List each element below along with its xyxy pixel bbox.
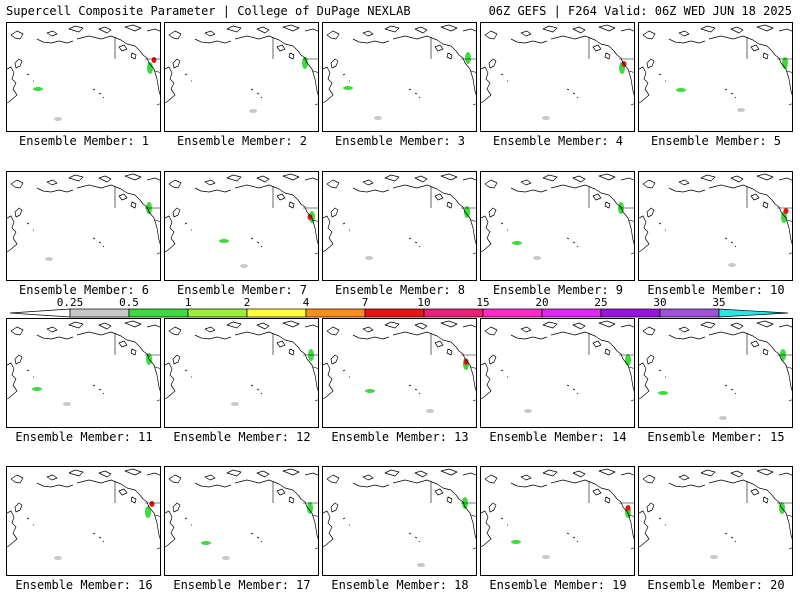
colorbar-segment-5 bbox=[305, 308, 366, 318]
map-panel-member-20 bbox=[638, 466, 793, 576]
member-label-8: Ensemble Member: 8 bbox=[334, 283, 466, 297]
map-panel-member-3 bbox=[322, 22, 477, 132]
colorbar-segment-10 bbox=[600, 308, 661, 318]
map-panel-member-6 bbox=[6, 171, 161, 281]
member-label-14: Ensemble Member: 14 bbox=[489, 430, 627, 444]
member-label-2: Ensemble Member: 2 bbox=[176, 134, 308, 148]
map-panel-member-5 bbox=[638, 22, 793, 132]
map-panel-member-11 bbox=[6, 318, 161, 428]
basemap-north-pacific bbox=[481, 320, 634, 413]
member-label-18: Ensemble Member: 18 bbox=[331, 578, 469, 592]
member-label-15: Ensemble Member: 15 bbox=[647, 430, 785, 444]
colorbar-tick-label: 0.25 bbox=[57, 296, 84, 309]
basemap-north-pacific bbox=[165, 24, 318, 113]
colorbar-segment-12 bbox=[718, 308, 789, 318]
map-panel-member-9 bbox=[480, 171, 635, 281]
map-panel-member-17 bbox=[164, 466, 319, 576]
colorbar-tick-label: 30 bbox=[653, 296, 666, 309]
colorbar-segment-4 bbox=[246, 308, 307, 318]
basemap-north-pacific bbox=[639, 173, 792, 267]
colorbar-segment-3 bbox=[187, 308, 248, 318]
colorbar-segment-1 bbox=[69, 308, 130, 318]
color-scale-legend: 0.25 0.5 1 2 4 7 10 15 20 25 30 35 bbox=[10, 296, 789, 318]
map-panel-member-18 bbox=[322, 466, 477, 576]
colorbar-tick-label: 15 bbox=[476, 296, 489, 309]
colorbar-tick-label: 4 bbox=[303, 296, 310, 309]
map-panel-member-14 bbox=[480, 318, 635, 428]
basemap-north-pacific bbox=[323, 320, 476, 413]
map-panel-member-2 bbox=[164, 22, 319, 132]
basemap-north-pacific bbox=[323, 173, 476, 260]
basemap-north-pacific bbox=[7, 173, 160, 261]
basemap-north-pacific bbox=[481, 173, 634, 260]
colorbar-tick-label: 25 bbox=[594, 296, 607, 309]
member-label-6: Ensemble Member: 6 bbox=[18, 283, 150, 297]
basemap-north-pacific bbox=[639, 320, 792, 420]
model-run-info: 06Z GEFS | F264 Valid: 06Z WED JUN 18 20… bbox=[488, 4, 792, 18]
map-panel-member-12 bbox=[164, 318, 319, 428]
basemap-north-pacific bbox=[639, 468, 792, 559]
basemap-north-pacific bbox=[481, 24, 634, 120]
basemap-north-pacific bbox=[165, 320, 318, 406]
colorbar-segment-0 bbox=[10, 308, 71, 318]
colorbar-segment-7 bbox=[423, 308, 484, 318]
colorbar-tick-label: 20 bbox=[535, 296, 548, 309]
colorbar-tick-label: 7 bbox=[362, 296, 369, 309]
member-label-20: Ensemble Member: 20 bbox=[647, 578, 785, 592]
map-panel-member-13 bbox=[322, 318, 477, 428]
colorbar-segment-8 bbox=[482, 308, 543, 318]
member-label-9: Ensemble Member: 9 bbox=[492, 283, 624, 297]
map-panel-member-8 bbox=[322, 171, 477, 281]
basemap-north-pacific bbox=[165, 173, 318, 268]
member-label-4: Ensemble Member: 4 bbox=[492, 134, 624, 148]
member-label-1: Ensemble Member: 1 bbox=[18, 134, 150, 148]
basemap-north-pacific bbox=[639, 24, 792, 112]
colorbar-tick-label: 1 bbox=[185, 296, 192, 309]
colorbar-segment-9 bbox=[541, 308, 602, 318]
basemap-north-pacific bbox=[7, 320, 160, 406]
colorbar-segment-6 bbox=[364, 308, 425, 318]
basemap-north-pacific bbox=[323, 468, 476, 567]
member-label-19: Ensemble Member: 19 bbox=[489, 578, 627, 592]
colorbar-segment-11 bbox=[659, 308, 720, 318]
map-panel-member-7 bbox=[164, 171, 319, 281]
page-title: Supercell Composite Parameter | College … bbox=[6, 4, 411, 18]
member-label-17: Ensemble Member: 17 bbox=[173, 578, 311, 592]
member-label-10: Ensemble Member: 10 bbox=[647, 283, 785, 297]
colorbar-tick-label: 10 bbox=[417, 296, 430, 309]
member-label-5: Ensemble Member: 5 bbox=[650, 134, 782, 148]
map-panel-member-4 bbox=[480, 22, 635, 132]
map-panel-member-1 bbox=[6, 22, 161, 132]
colorbar-tick-label: 35 bbox=[712, 296, 725, 309]
colorbar-tick-label: 2 bbox=[244, 296, 251, 309]
basemap-north-pacific bbox=[481, 468, 634, 559]
basemap-north-pacific bbox=[7, 24, 160, 121]
colorbar-tick-label: 0.5 bbox=[119, 296, 139, 309]
map-panel-member-16 bbox=[6, 466, 161, 576]
member-label-13: Ensemble Member: 13 bbox=[331, 430, 469, 444]
map-panel-member-10 bbox=[638, 171, 793, 281]
member-label-11: Ensemble Member: 11 bbox=[15, 430, 153, 444]
member-label-7: Ensemble Member: 7 bbox=[176, 283, 308, 297]
member-label-12: Ensemble Member: 12 bbox=[173, 430, 311, 444]
basemap-north-pacific bbox=[165, 468, 318, 560]
basemap-north-pacific bbox=[7, 468, 160, 560]
member-label-16: Ensemble Member: 16 bbox=[15, 578, 153, 592]
map-panel-member-19 bbox=[480, 466, 635, 576]
basemap-north-pacific bbox=[323, 24, 476, 120]
member-label-3: Ensemble Member: 3 bbox=[334, 134, 466, 148]
colorbar-segment-2 bbox=[128, 308, 189, 318]
map-panel-member-15 bbox=[638, 318, 793, 428]
